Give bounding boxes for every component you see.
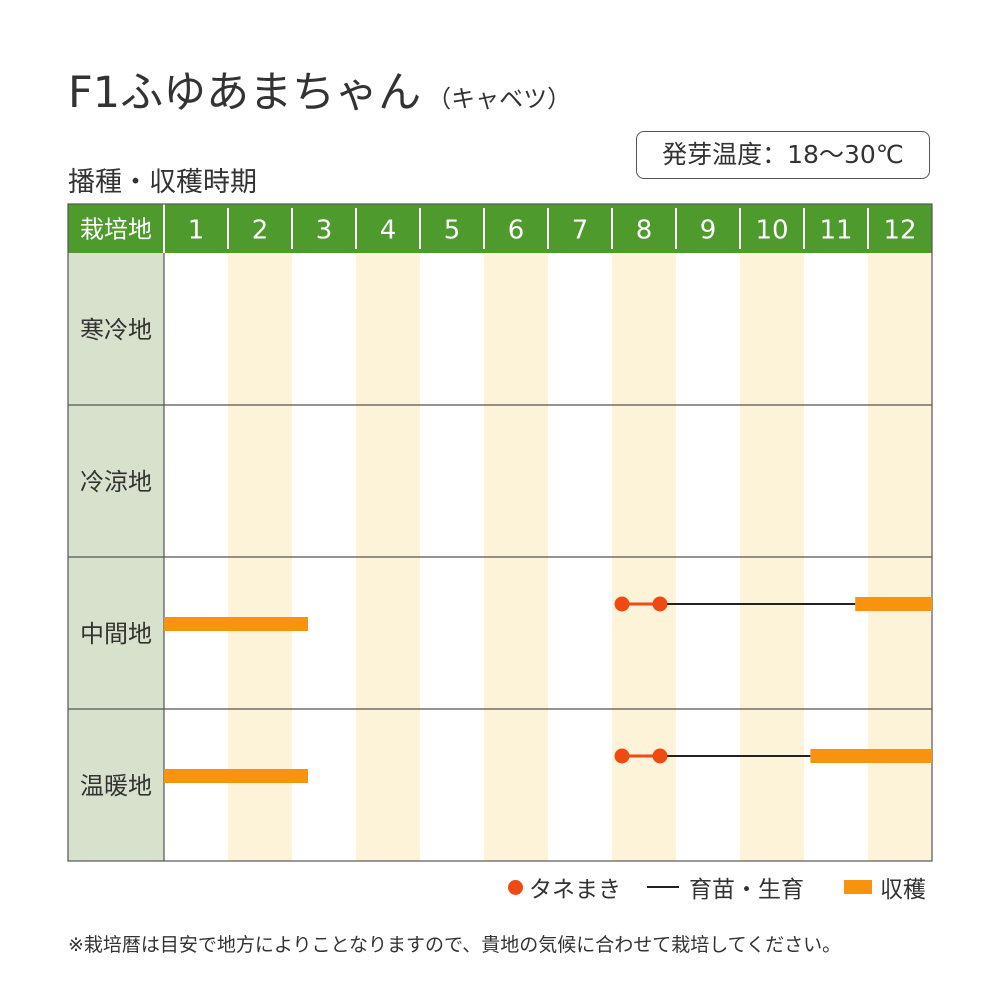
region-label: 中間地 bbox=[80, 620, 152, 648]
month-label: 4 bbox=[380, 216, 397, 246]
legend-sowing-label: タネまき bbox=[529, 877, 621, 903]
month-label: 2 bbox=[252, 216, 269, 246]
page-title: F1ふゆあまちゃん （キャベツ） bbox=[68, 58, 571, 120]
germination-temperature-badge: 発芽温度：18～30℃ bbox=[636, 131, 930, 179]
month-label: 6 bbox=[508, 216, 525, 246]
growing-line-icon bbox=[647, 886, 679, 888]
legend-harvest: 収穫 bbox=[804, 870, 926, 904]
month-label: 1 bbox=[188, 216, 205, 246]
month-label: 12 bbox=[883, 216, 916, 246]
month-label: 11 bbox=[819, 216, 852, 246]
month-label: 9 bbox=[700, 216, 717, 246]
sowing-dot bbox=[614, 748, 630, 764]
legend: タネまき 育苗・生育 収穫 bbox=[508, 870, 926, 904]
harvest-bar bbox=[164, 769, 308, 783]
section-title: 播種・収穫時期 bbox=[68, 167, 257, 198]
month-label: 5 bbox=[444, 216, 461, 246]
product-category: （キャベツ） bbox=[427, 85, 572, 113]
harvest-bar bbox=[164, 617, 308, 631]
region-label: 冷涼地 bbox=[80, 468, 152, 496]
product-name: F1ふゆあまちゃん bbox=[68, 68, 422, 118]
month-label: 8 bbox=[636, 216, 653, 246]
region-label: 寒冷地 bbox=[80, 316, 152, 344]
sowing-dot-icon bbox=[508, 879, 523, 895]
header-row-bg bbox=[68, 204, 932, 253]
sowing-dot bbox=[652, 748, 668, 764]
region-label: 温暖地 bbox=[80, 772, 152, 800]
harvest-bar bbox=[855, 597, 932, 611]
header-label-region: 栽培地 bbox=[80, 216, 152, 244]
footnote: ※栽培暦は目安で地方によりことなりますので、貴地の気候に合わせて栽培してください… bbox=[68, 934, 842, 956]
month-label: 3 bbox=[316, 216, 333, 246]
legend-sowing: タネまき bbox=[508, 870, 621, 904]
harvest-bar-icon bbox=[844, 880, 872, 894]
harvest-bar bbox=[810, 749, 932, 763]
legend-growing: 育苗・生育 bbox=[621, 870, 804, 904]
chart-border bbox=[67, 203, 933, 862]
legend-harvest-label: 収穫 bbox=[880, 877, 926, 903]
sowing-dot bbox=[614, 596, 630, 612]
month-label: 7 bbox=[572, 216, 589, 246]
month-label: 10 bbox=[755, 216, 788, 246]
sowing-dot bbox=[652, 596, 668, 612]
legend-growing-label: 育苗・生育 bbox=[689, 877, 804, 903]
